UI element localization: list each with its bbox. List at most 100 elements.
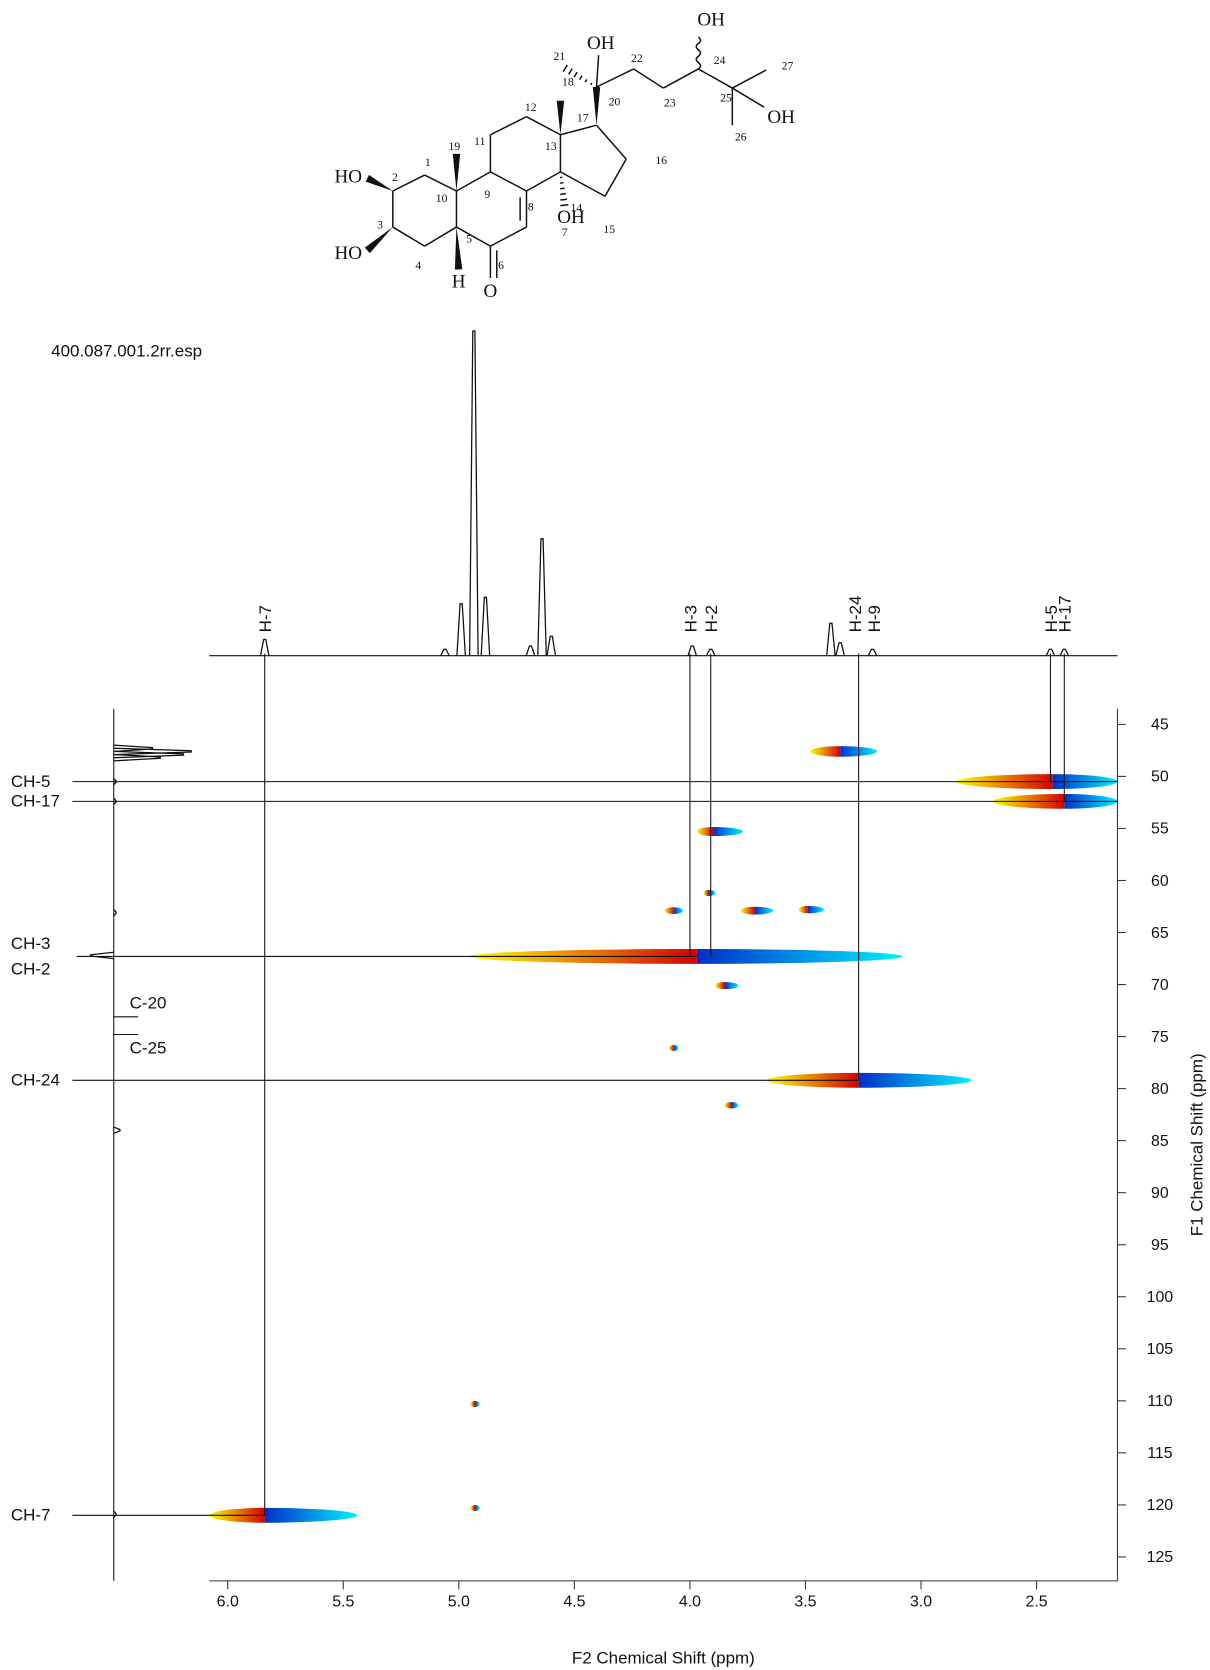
f2-peak bbox=[705, 648, 716, 656]
carbon-label: CH-2 bbox=[11, 959, 51, 978]
atom-label: 19 bbox=[449, 140, 461, 153]
bond bbox=[392, 174, 425, 192]
atom-label: 10 bbox=[436, 192, 448, 205]
bond bbox=[560, 171, 606, 197]
atom-label: 27 bbox=[782, 60, 794, 73]
atom-label: 4 bbox=[415, 259, 421, 272]
bond bbox=[662, 68, 699, 89]
atom-label: OH bbox=[557, 207, 585, 228]
atom-label: 17 bbox=[577, 112, 589, 125]
hash-bond bbox=[560, 203, 569, 207]
atom-label: 15 bbox=[603, 223, 615, 236]
f1-peak bbox=[89, 951, 114, 960]
x-tick-label: 3.5 bbox=[794, 1593, 816, 1610]
hash-bond bbox=[560, 187, 565, 190]
f1-peak bbox=[113, 1126, 121, 1135]
atom-label: 11 bbox=[474, 135, 485, 148]
proton-label: H-5 bbox=[1042, 605, 1061, 632]
atom-label: 20 bbox=[609, 96, 621, 109]
proton-label: H-24 bbox=[846, 596, 865, 633]
hash-bond bbox=[590, 82, 593, 86]
f2-peak bbox=[546, 635, 557, 656]
bond bbox=[526, 116, 561, 136]
f2-peak bbox=[480, 596, 491, 656]
x-tick-label: 6.0 bbox=[217, 1593, 239, 1610]
proton-label: H-3 bbox=[681, 605, 700, 632]
f1-peak bbox=[113, 744, 154, 753]
cross-peak-negative bbox=[713, 827, 744, 837]
carbon-label: CH-17 bbox=[11, 792, 60, 811]
bond bbox=[633, 68, 664, 89]
f2-peak bbox=[867, 648, 878, 656]
f1-peak bbox=[113, 909, 117, 917]
y-tick-label: 85 bbox=[1151, 1133, 1169, 1150]
f1-peak bbox=[113, 1510, 117, 1518]
cross-peak-positive bbox=[724, 1102, 732, 1109]
f2-peak bbox=[468, 330, 479, 656]
carbon-label: C-25 bbox=[130, 1039, 167, 1058]
cross-peak-negative bbox=[807, 905, 824, 914]
atom-label: OH bbox=[767, 107, 795, 128]
y-tick-label: 115 bbox=[1147, 1445, 1173, 1462]
atom-label: 7 bbox=[562, 226, 568, 239]
bond bbox=[490, 226, 527, 247]
atom-label: HO bbox=[334, 243, 362, 264]
y-tick-label: 75 bbox=[1151, 1029, 1169, 1046]
atom-label: 16 bbox=[655, 154, 667, 167]
cross-peak-positive bbox=[703, 889, 709, 897]
bond bbox=[731, 69, 767, 89]
f1-peak bbox=[113, 753, 161, 762]
y-tick-label: 45 bbox=[1151, 717, 1169, 734]
atom-label: HO bbox=[334, 167, 362, 188]
wedge-bond bbox=[365, 174, 393, 191]
cross-peak-negative bbox=[673, 1044, 679, 1052]
atom-label: 6 bbox=[498, 259, 504, 272]
atom-label: OH bbox=[587, 33, 615, 54]
x-tick-label: 4.5 bbox=[563, 1593, 585, 1610]
atom-label: 24 bbox=[714, 54, 726, 67]
wedge-bond bbox=[592, 87, 601, 126]
atom-label: 5 bbox=[466, 232, 472, 245]
f2-peak bbox=[826, 622, 836, 656]
hash-bond bbox=[560, 193, 566, 196]
f2-peak bbox=[525, 645, 536, 656]
x-tick-label: 5.0 bbox=[448, 1593, 470, 1610]
atom-label: OH bbox=[697, 10, 725, 31]
hash-bond bbox=[579, 75, 583, 81]
carbon-label: CH-7 bbox=[11, 1506, 51, 1525]
file-name: 400.087.001.2rr.esp bbox=[51, 341, 202, 360]
y-tick-label: 100 bbox=[1147, 1289, 1174, 1306]
bond bbox=[490, 171, 527, 192]
atom-label: 1 bbox=[425, 156, 431, 169]
atom-label: 23 bbox=[664, 97, 676, 110]
cross-peak-negative bbox=[673, 907, 683, 915]
proton-label: H-7 bbox=[256, 605, 275, 632]
carbon-label: CH-24 bbox=[11, 1071, 60, 1090]
bond bbox=[698, 68, 733, 89]
cross-peak-negative bbox=[264, 1507, 358, 1523]
carbon-label: CH-5 bbox=[11, 772, 51, 791]
proton-label: H-2 bbox=[702, 605, 721, 632]
y-tick-label: 60 bbox=[1151, 873, 1169, 890]
bond bbox=[456, 171, 491, 192]
x-axis-title: F2 Chemical Shift (ppm) bbox=[572, 1649, 755, 1668]
cross-peak-positive bbox=[696, 827, 714, 837]
y-tick-label: 125 bbox=[1147, 1549, 1174, 1566]
bond bbox=[526, 171, 561, 192]
hash-bond bbox=[560, 198, 568, 201]
cross-peak-negative bbox=[731, 1102, 739, 1109]
cross-peak-positive bbox=[740, 906, 755, 915]
f2-peak bbox=[259, 638, 270, 656]
x-tick-label: 5.5 bbox=[332, 1593, 354, 1610]
cross-peak-negative bbox=[475, 1505, 480, 1512]
f2-peak bbox=[687, 645, 698, 656]
bond bbox=[604, 158, 627, 197]
atom-label: 26 bbox=[735, 131, 747, 144]
bond bbox=[560, 124, 597, 136]
f2-peak bbox=[456, 603, 467, 656]
bond bbox=[392, 226, 426, 247]
carbon-label: C-20 bbox=[130, 993, 167, 1012]
y-tick-label: 105 bbox=[1147, 1341, 1174, 1358]
f2-peak bbox=[1045, 648, 1056, 656]
